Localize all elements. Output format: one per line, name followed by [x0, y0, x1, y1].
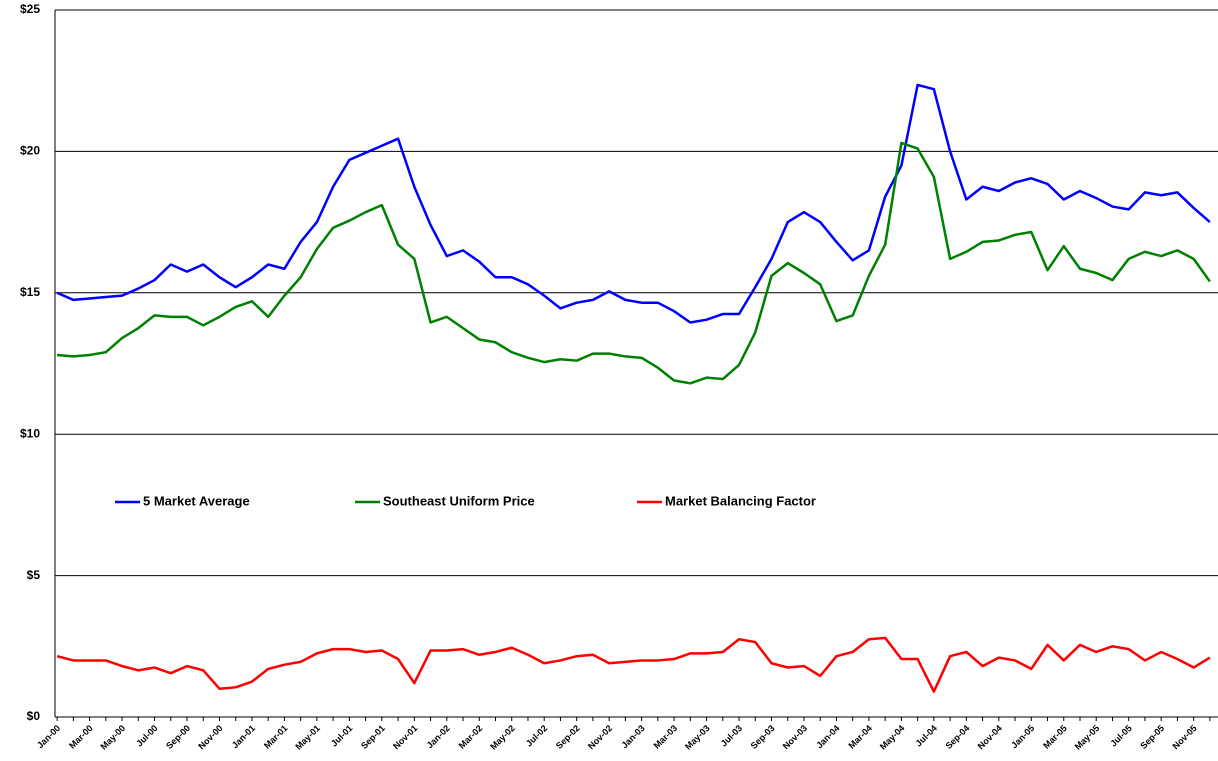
- legend-label: Southeast Uniform Price: [383, 493, 535, 508]
- x-tick-label: Jan-01: [230, 723, 257, 750]
- x-tick-label: Nov-02: [586, 723, 614, 751]
- x-tick-label: Jan-04: [814, 723, 841, 750]
- series-line: [57, 141, 1211, 385]
- legend-item: 5 Market Average: [115, 493, 250, 508]
- y-tick-label: $10: [20, 426, 40, 440]
- x-tick-label: Nov-04: [976, 723, 1004, 751]
- x-tick-label: May-03: [683, 723, 712, 752]
- legend-label: Market Balancing Factor: [665, 493, 816, 508]
- x-tick-label: Nov-05: [1170, 723, 1198, 751]
- x-tick-label: Mar-01: [262, 723, 290, 751]
- x-tick-label: Nov-01: [391, 723, 419, 751]
- x-tick-label: Nov-00: [196, 723, 224, 751]
- x-tick-label: Sep-02: [554, 723, 582, 751]
- x-tick-label: Jan-03: [619, 723, 646, 750]
- x-tick-label: May-04: [878, 723, 907, 752]
- y-tick-label: $25: [20, 2, 40, 16]
- series-line: [56, 636, 1211, 693]
- x-tick-label: Jul-04: [913, 723, 938, 748]
- x-tick-label: Sep-01: [359, 723, 387, 751]
- x-tick-label: Mar-03: [652, 723, 680, 751]
- y-tick-label: $20: [20, 144, 40, 158]
- x-tick-label: Mar-00: [67, 723, 95, 751]
- x-tick-label: Jul-02: [524, 723, 549, 748]
- x-tick-label: Jul-00: [134, 723, 159, 748]
- y-tick-label: $5: [27, 568, 41, 582]
- x-tick-label: Sep-00: [164, 723, 192, 751]
- x-tick-label: Sep-05: [1138, 723, 1166, 751]
- x-tick-label: Mar-05: [1041, 723, 1069, 751]
- y-tick-label: $15: [20, 285, 40, 299]
- x-tick-label: Jan-05: [1009, 723, 1036, 750]
- x-tick-label: May-02: [488, 723, 517, 752]
- x-tick-label: Jan-00: [35, 723, 62, 750]
- x-tick-label: Sep-04: [943, 723, 971, 751]
- x-tick-label: Nov-03: [781, 723, 809, 751]
- legend-item: Market Balancing Factor: [637, 493, 816, 508]
- x-tick-label: Jul-05: [1108, 723, 1133, 748]
- x-tick-label: Jul-03: [719, 723, 744, 748]
- x-tick-label: May-05: [1073, 723, 1102, 752]
- x-tick-label: Sep-03: [749, 723, 777, 751]
- series-line: [56, 83, 1211, 324]
- x-tick-label: Mar-04: [846, 723, 874, 751]
- x-tick-label: May-01: [293, 723, 322, 752]
- x-tick-label: Mar-02: [457, 723, 485, 751]
- x-tick-label: Jan-02: [425, 723, 452, 750]
- legend-item: Southeast Uniform Price: [355, 493, 535, 508]
- x-tick-label: Jul-01: [329, 723, 354, 748]
- y-tick-label: $0: [27, 709, 41, 723]
- x-tick-label: May-00: [99, 723, 128, 752]
- legend-label: 5 Market Average: [143, 493, 250, 508]
